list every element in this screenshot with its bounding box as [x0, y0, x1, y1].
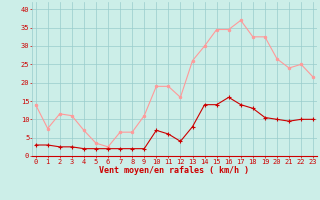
- X-axis label: Vent moyen/en rafales ( km/h ): Vent moyen/en rafales ( km/h ): [100, 166, 249, 175]
